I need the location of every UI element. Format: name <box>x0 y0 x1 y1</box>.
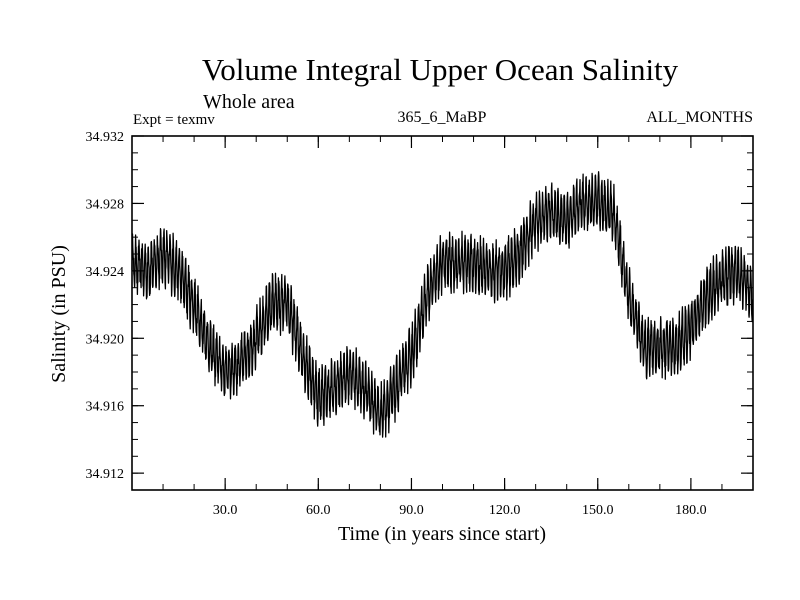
period-label: ALL_MONTHS <box>646 109 753 126</box>
chart-subtitle: Whole area <box>203 91 295 113</box>
y-tick-label: 34.932 <box>86 130 125 145</box>
x-tick-label: 150.0 <box>582 503 614 518</box>
y-tick-label: 34.928 <box>86 197 125 212</box>
experiment-label: Expt = texmv <box>133 112 215 128</box>
plot-frame <box>131 135 754 491</box>
x-tick-label: 60.0 <box>306 503 331 518</box>
y-tick-label: 34.920 <box>86 332 125 347</box>
y-tick-label: 34.924 <box>86 265 125 280</box>
x-axis-label: Time (in years since start) <box>338 523 546 545</box>
y-tick-label: 34.912 <box>86 467 125 482</box>
x-tick-label: 120.0 <box>489 503 521 518</box>
y-tick-label: 34.916 <box>86 400 125 415</box>
x-tick-label: 180.0 <box>675 503 707 518</box>
run-label: 365_6_MaBP <box>398 109 487 126</box>
x-axis: 30.0 60.0 90.0 120.0 150.0 180.0 <box>162 136 723 518</box>
x-tick-label: 30.0 <box>213 503 238 518</box>
y-axis-label: Salinity (in PSU) <box>48 245 70 383</box>
chart-title: Volume Integral Upper Ocean Salinity <box>202 52 679 87</box>
x-tick-label: 90.0 <box>399 503 424 518</box>
salinity-line <box>131 171 754 438</box>
